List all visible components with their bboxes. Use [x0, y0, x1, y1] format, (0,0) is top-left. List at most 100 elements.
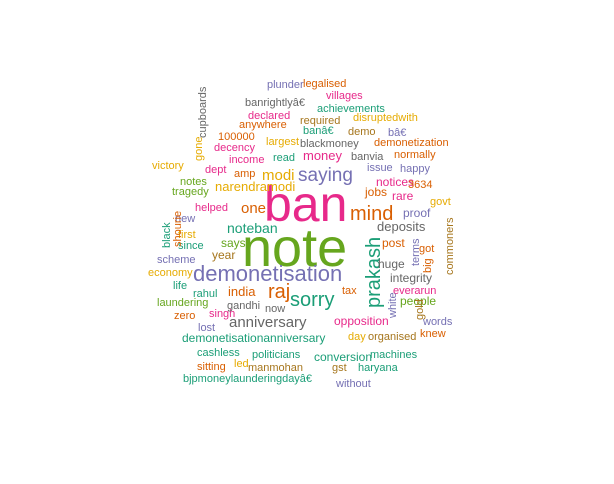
- word-72: govt: [430, 196, 451, 208]
- word-80: demo: [348, 126, 376, 138]
- word-77: demonetization: [374, 137, 449, 149]
- word-4: sorry: [290, 289, 334, 311]
- word-93: shourie: [172, 211, 184, 247]
- word-46: economy: [148, 267, 193, 279]
- word-0: note: [242, 218, 347, 278]
- word-65: organised: [368, 331, 416, 343]
- word-70: words: [422, 316, 453, 328]
- word-71: got: [419, 243, 434, 255]
- word-79: banâ€: [303, 125, 334, 137]
- word-34: anywhere: [239, 119, 287, 131]
- word-69: knew: [420, 328, 446, 340]
- word-7: raj: [268, 281, 290, 303]
- word-11: noteban: [227, 220, 278, 236]
- word-10: modi: [262, 167, 295, 184]
- word-59: manmohan: [248, 362, 303, 374]
- word-40: dept: [205, 164, 226, 176]
- word-73: 3634: [408, 179, 432, 191]
- word-41: amp: [234, 168, 255, 180]
- word-39: income: [229, 154, 264, 166]
- word-37: decency: [214, 142, 255, 154]
- word-62: gst: [332, 362, 347, 374]
- word-86: victory: [152, 160, 184, 172]
- word-64: machines: [370, 349, 418, 361]
- word-75: issue: [367, 162, 393, 174]
- word-95: big: [422, 258, 434, 273]
- word-49: laundering: [157, 297, 208, 309]
- word-35: declared: [248, 110, 290, 122]
- word-52: now: [265, 303, 285, 315]
- word-13: deposits: [377, 219, 426, 234]
- word-83: villages: [326, 90, 363, 102]
- word-16: says: [221, 236, 246, 250]
- word-36: banrightlyâ€: [245, 97, 305, 109]
- word-12: money: [303, 148, 343, 163]
- word-91: gone: [193, 137, 205, 161]
- word-82: achievements: [317, 103, 385, 115]
- word-63: haryana: [358, 362, 399, 374]
- word-58: sitting: [197, 361, 226, 373]
- word-47: life: [173, 280, 187, 292]
- word-cloud-words: noteban demonetisation mind sorry prakash say…: [148, 78, 456, 390]
- word-81: disruptedwith: [353, 112, 418, 124]
- word-45: scheme: [157, 254, 196, 266]
- word-27: rare: [392, 189, 414, 203]
- word-76: normally: [394, 149, 436, 161]
- word-44: since: [178, 240, 204, 252]
- word-19: demonetisationanniversary: [182, 331, 325, 345]
- word-55: cashless: [197, 347, 240, 359]
- word-54: lost: [198, 322, 215, 334]
- word-38: 100000: [218, 131, 255, 143]
- word-30: blackmoney: [300, 138, 359, 150]
- word-18: opposition: [334, 314, 389, 328]
- word-60: bjpmoneylaunderingdayâ€: [183, 373, 312, 385]
- word-90: cupboards: [197, 86, 209, 138]
- word-1: ban: [264, 176, 347, 232]
- word-23: huge: [378, 257, 405, 271]
- word-29: banvia: [351, 151, 384, 163]
- word-87: notes: [180, 176, 207, 188]
- word-92: black: [161, 222, 173, 248]
- word-42: tragedy: [172, 186, 209, 198]
- word-98: gold: [414, 299, 426, 320]
- word-33: required: [300, 115, 340, 127]
- word-68: everarun: [393, 285, 436, 297]
- word-43: helped: [195, 202, 228, 214]
- word-88: new: [175, 213, 195, 225]
- word-67: tax: [342, 285, 357, 297]
- word-20: conversion: [314, 350, 372, 364]
- word-3: mind: [350, 203, 393, 225]
- word-21: proof: [403, 206, 431, 220]
- word-84: plunder: [267, 79, 304, 91]
- word-17: year: [212, 248, 235, 262]
- word-74: happy: [400, 163, 430, 175]
- word-5: prakash: [363, 237, 385, 308]
- word-50: singh: [209, 308, 235, 320]
- word-94: terms: [410, 238, 422, 266]
- word-14: india: [228, 284, 256, 299]
- word-61: without: [335, 378, 371, 390]
- word-26: notices: [376, 175, 414, 189]
- word-9: one: [241, 200, 266, 217]
- word-66: day: [348, 331, 366, 343]
- word-32: largest: [266, 136, 299, 148]
- word-89: first: [178, 229, 196, 241]
- word-31: read: [273, 152, 295, 164]
- word-78: bâ€: [388, 127, 406, 139]
- word-57: led: [234, 358, 249, 370]
- word-24: integrity: [390, 271, 432, 285]
- word-8: anniversary: [229, 314, 307, 331]
- word-51: gandhi: [227, 300, 260, 312]
- word-22: post: [382, 236, 405, 250]
- word-15: narendramodi: [215, 179, 295, 194]
- word-56: politicians: [252, 349, 301, 361]
- word-6: saying: [298, 165, 353, 186]
- word-48: rahul: [193, 288, 217, 300]
- word-2: demonetisation: [193, 261, 342, 286]
- word-53: zero: [174, 310, 195, 322]
- word-85: legalised: [303, 78, 346, 90]
- word-96: commoners: [444, 217, 456, 275]
- word-97: white: [387, 292, 399, 319]
- word-28: jobs: [364, 185, 387, 199]
